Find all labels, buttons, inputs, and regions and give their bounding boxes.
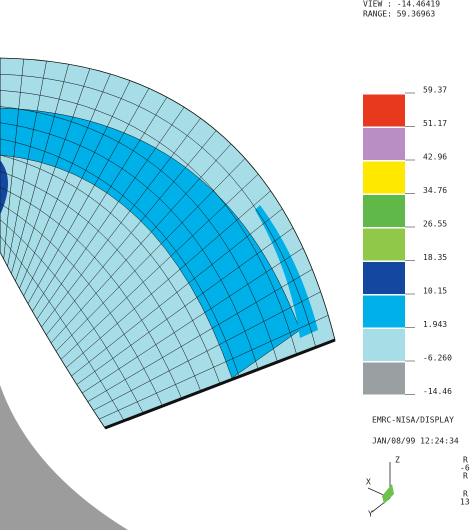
mesh-ring <box>0 138 240 377</box>
mesh-ring <box>0 154 221 385</box>
view-text: VIEW : -14.46419 <box>363 0 440 9</box>
legend-swatch <box>363 329 405 361</box>
program-text: EMRC-NISA/DISPLAY <box>372 416 454 425</box>
mesh-ring <box>0 203 163 407</box>
legend-label: 10.15 <box>423 287 447 296</box>
legend-label: -6.260 <box>423 354 452 363</box>
clipped-text: R <box>463 456 468 465</box>
triad: Z X Y <box>366 456 400 519</box>
x-label: X <box>366 478 371 487</box>
date-text: JAN/08/99 12:24:34 <box>372 437 459 446</box>
legend-swatch <box>363 128 405 160</box>
legend-swatch <box>363 295 405 328</box>
legend-swatch <box>363 161 405 194</box>
clipped-text: 13 <box>460 498 470 507</box>
range-text: RANGE: 59.36963 <box>363 10 435 19</box>
y-label: Y <box>368 510 373 519</box>
mesh-spot <box>0 160 8 215</box>
legend-swatch <box>363 362 405 395</box>
mesh-band <box>0 107 301 379</box>
clipped-text: -6 <box>460 464 470 473</box>
legend-label: 51.17 <box>423 119 447 128</box>
legend-label: 42.96 <box>423 153 447 162</box>
legend-label: 26.55 <box>423 220 447 229</box>
legend-label: 59.37 <box>423 86 447 95</box>
legend: 59.37 51.17 42.96 34.76 26.55 18.35 10.15 1.943… <box>363 86 452 396</box>
mesh-ring <box>0 90 297 355</box>
mesh-ring <box>0 170 202 392</box>
legend-label: 1.943 <box>423 320 447 329</box>
clipped-text: R <box>463 490 468 499</box>
mesh-ring <box>0 106 278 363</box>
mesh-ring <box>0 235 125 421</box>
mesh-ring <box>0 122 259 370</box>
legend-swatch <box>363 228 405 261</box>
mesh-ring <box>0 187 182 399</box>
legend-swatch <box>363 94 405 127</box>
mesh-edge <box>255 205 318 338</box>
mesh-lines <box>0 58 336 429</box>
mesh-ring <box>0 219 144 414</box>
triad-plate <box>382 484 394 504</box>
legend-label: -14.46 <box>423 387 452 396</box>
z-label: Z <box>395 456 400 465</box>
legend-swatch <box>363 195 405 227</box>
legend-label: 18.35 <box>423 253 447 262</box>
mesh-ring <box>0 73 317 348</box>
legend-label: 34.76 <box>423 186 447 195</box>
ground <box>0 385 128 530</box>
legend-swatch <box>363 262 405 294</box>
mesh-edge-face <box>104 338 336 430</box>
clipped-text: R <box>463 472 468 481</box>
